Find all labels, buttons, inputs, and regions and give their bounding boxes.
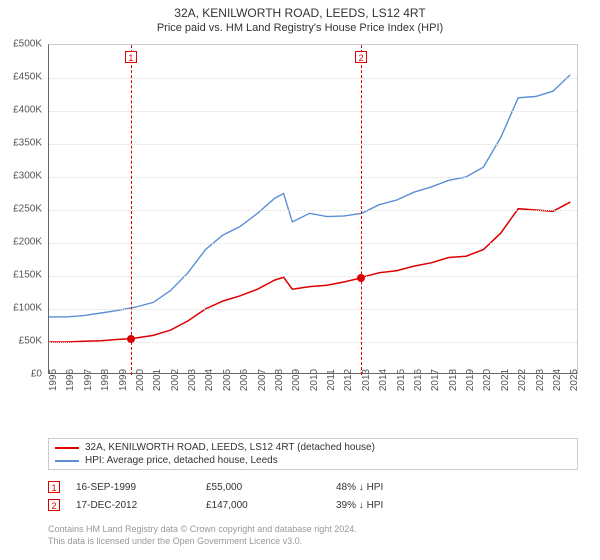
x-axis-label: 2006 <box>239 369 250 391</box>
x-axis-label: 2018 <box>448 369 459 391</box>
event-price: £55,000 <box>206 482 336 493</box>
x-axis-label: 2022 <box>517 369 528 391</box>
x-axis-label: 2010 <box>309 369 320 391</box>
event-price: £147,000 <box>206 500 336 511</box>
x-axis-label: 2001 <box>152 369 163 391</box>
gridline-h <box>49 243 577 244</box>
x-axis-label: 2013 <box>361 369 372 391</box>
gridline-h <box>49 177 577 178</box>
gridline-h <box>49 210 577 211</box>
x-axis-label: 2023 <box>535 369 546 391</box>
event-vertical-line <box>131 45 132 375</box>
event-vertical-line <box>361 45 362 375</box>
y-axis-label: £50K <box>19 336 42 347</box>
event-delta: 39% ↓ HPI <box>336 500 466 511</box>
x-axis-label: 2003 <box>187 369 198 391</box>
x-axis-label: 2004 <box>204 369 215 391</box>
x-axis-label: 2015 <box>396 369 407 391</box>
event-date: 16-SEP-1999 <box>76 482 206 493</box>
event-marker-1: 1 <box>125 51 137 63</box>
event-row: 2 17-DEC-2012£147,00039% ↓ HPI <box>48 496 578 514</box>
event-marker-2: 2 <box>355 51 367 63</box>
legend-swatch <box>55 447 79 449</box>
x-axis-label: 2016 <box>413 369 424 391</box>
x-axis-label: 2011 <box>326 369 337 391</box>
plot-region: 12 <box>48 44 578 374</box>
y-axis-label: £200K <box>13 237 42 248</box>
footnote-line-2: This data is licensed under the Open Gov… <box>48 536 578 548</box>
x-axis-label: 1996 <box>65 369 76 391</box>
event-date: 17-DEC-2012 <box>76 500 206 511</box>
y-axis-label: £0 <box>31 369 42 380</box>
x-axis-label: 2017 <box>430 369 441 391</box>
y-axis-label: £250K <box>13 204 42 215</box>
x-axis-label: 2000 <box>135 369 146 391</box>
legend-row: 32A, KENILWORTH ROAD, LEEDS, LS12 4RT (d… <box>55 441 571 454</box>
x-axis-label: 2024 <box>552 369 563 391</box>
x-axis-label: 2002 <box>170 369 181 391</box>
legend-swatch <box>55 460 79 462</box>
chart-title: 32A, KENILWORTH ROAD, LEEDS, LS12 4RT <box>0 6 600 20</box>
event-dot-1 <box>127 335 135 343</box>
x-axis-label: 1999 <box>118 369 129 391</box>
y-axis-label: £400K <box>13 105 42 116</box>
gridline-h <box>49 111 577 112</box>
gridline-h <box>49 144 577 145</box>
y-axis-label: £350K <box>13 138 42 149</box>
x-axis-label: 2020 <box>482 369 493 391</box>
chart-subtitle: Price paid vs. HM Land Registry's House … <box>0 22 600 34</box>
x-axis-label: 1998 <box>100 369 111 391</box>
gridline-h <box>49 309 577 310</box>
legend-label: HPI: Average price, detached house, Leed… <box>85 455 278 466</box>
chart-area: 12 £0£50K£100K£150K£200K£250K£300K£350K£… <box>48 44 578 404</box>
event-marker-inline: 2 <box>48 499 60 511</box>
y-axis-label: £300K <box>13 171 42 182</box>
x-axis-label: 2005 <box>222 369 233 391</box>
y-axis-label: £500K <box>13 39 42 50</box>
x-axis-label: 2007 <box>257 369 268 391</box>
legend-label: 32A, KENILWORTH ROAD, LEEDS, LS12 4RT (d… <box>85 442 375 453</box>
x-axis-label: 2014 <box>378 369 389 391</box>
legend: 32A, KENILWORTH ROAD, LEEDS, LS12 4RT (d… <box>48 438 578 470</box>
gridline-h <box>49 276 577 277</box>
footnote: Contains HM Land Registry data © Crown c… <box>48 524 578 547</box>
x-axis-label: 1995 <box>48 369 59 391</box>
title-block: 32A, KENILWORTH ROAD, LEEDS, LS12 4RT Pr… <box>0 0 600 34</box>
gridline-h <box>49 78 577 79</box>
event-marker-inline: 1 <box>48 481 60 493</box>
legend-row: HPI: Average price, detached house, Leed… <box>55 454 571 467</box>
x-axis-label: 2025 <box>569 369 580 391</box>
x-axis-label: 2012 <box>343 369 354 391</box>
events-table: 1 16-SEP-1999£55,00048% ↓ HPI 2 17-DEC-2012… <box>48 478 578 514</box>
y-axis-label: £100K <box>13 303 42 314</box>
y-axis-label: £450K <box>13 72 42 83</box>
y-axis-label: £150K <box>13 270 42 281</box>
x-axis-label: 2021 <box>500 369 511 391</box>
series-line-price_paid <box>49 202 570 342</box>
event-row: 1 16-SEP-1999£55,00048% ↓ HPI <box>48 478 578 496</box>
footnote-line-1: Contains HM Land Registry data © Crown c… <box>48 524 578 536</box>
x-axis-label: 2019 <box>465 369 476 391</box>
x-axis-label: 1997 <box>83 369 94 391</box>
x-axis-label: 2008 <box>274 369 285 391</box>
x-axis-label: 2009 <box>291 369 302 391</box>
event-dot-2 <box>357 274 365 282</box>
event-delta: 48% ↓ HPI <box>336 482 466 493</box>
